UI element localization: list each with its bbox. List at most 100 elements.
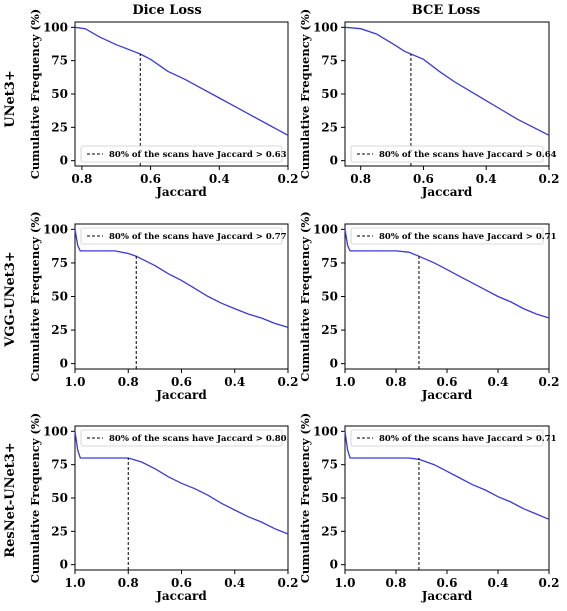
chart-2-x-axis-label: Jaccard [421, 185, 473, 199]
chart-2-ytick-label: 0 [330, 154, 338, 168]
chart-panel-3: 0 25 50 75 100 1.0 0.8 0.6 0.4 0.2 Jaccard Cumulati… [28, 211, 298, 402]
chart-6-xtick-label: 0.6 [437, 576, 458, 590]
column-title-bce: BCE Loss [412, 3, 480, 18]
chart-3-xtick-label: 0.8 [118, 375, 139, 389]
chart-6-ytick-label: 0 [330, 558, 338, 572]
chart-2-ytick-label: 25 [321, 120, 338, 134]
chart-2-xtick-label: 0.4 [476, 172, 497, 186]
chart-2-ytick-label: 50 [321, 87, 338, 101]
chart-1-ytick-label: 100 [43, 20, 68, 34]
chart-1-xtick-label: 0.6 [140, 172, 161, 186]
chart-2-xtick-label: 0.6 [413, 172, 434, 186]
chart-5-ytick-label: 50 [51, 491, 68, 505]
row-label-vgg-unet3: VGG-UNet3+ [3, 251, 18, 347]
chart-1-xtick-label: 0.4 [209, 172, 230, 186]
chart-5-xtick-label: 0.2 [278, 576, 299, 590]
chart-4-xtick-label: 0.8 [386, 375, 407, 389]
chart-5-ytick-label: 25 [51, 524, 68, 538]
chart-3-legend-box [80, 227, 283, 245]
chart-4-ytick-label: 75 [321, 256, 338, 270]
chart-panel-1: 0 25 50 75 100 0.8 0.6 0.4 0.2 Jaccard Cumulative … [28, 9, 298, 199]
chart-6-legend-label: 80% of the scans have Jaccard > 0.71 [379, 434, 557, 444]
chart-4-xtick-label: 0.2 [539, 375, 560, 389]
chart-3-cumulative-curve [74, 229, 289, 329]
chart-6-xtick-label: 0.2 [539, 576, 560, 590]
chart-6-x-axis-label: Jaccard [421, 589, 473, 603]
chart-1-ytick-label: 25 [51, 120, 68, 134]
chart-2-xtick-label: 0.8 [350, 172, 371, 186]
chart-panel-5: 0 25 50 75 100 1.0 0.8 0.6 0.4 0.2 Jaccard Cumulati… [28, 413, 298, 603]
chart-4-x-axis-label: Jaccard [421, 388, 473, 402]
chart-4-xtick-label: 0.6 [437, 375, 458, 389]
chart-3-ytick-label: 100 [43, 222, 68, 236]
chart-4-ytick-label: 50 [321, 290, 338, 304]
chart-6-legend-box [350, 429, 544, 447]
column-title-dice: Dice Loss [132, 3, 201, 18]
chart-panel-4: 0 25 50 75 100 1.0 0.8 0.6 0.4 0.2 Jaccard Cumulati… [298, 211, 559, 402]
chart-4-ytick-label: 0 [330, 357, 338, 371]
chart-2-y-axis-label: Cumulative Frequency (%) [298, 9, 312, 179]
chart-5-cumulative-curve [74, 431, 289, 535]
chart-3-ytick-label: 25 [51, 323, 68, 337]
chart-2-ytick-label: 75 [321, 54, 338, 68]
chart-3-ytick-label: 50 [51, 290, 68, 304]
chart-5-legend-label: 80% of the scans have Jaccard > 0.80 [109, 434, 287, 444]
chart-3-xtick-label: 0.6 [171, 375, 192, 389]
chart-5-ytick-label: 100 [43, 424, 68, 438]
chart-4-xtick-label: 1.0 [335, 375, 356, 389]
chart-2-axes-frame [344, 21, 550, 167]
chart-4-axes-frame [344, 223, 550, 370]
chart-3-legend-label: 80% of the scans have Jaccard > 0.77 [109, 232, 287, 242]
chart-5-legend-box [80, 429, 283, 447]
chart-4-xtick-label: 0.4 [488, 375, 509, 389]
chart-1-x-axis-label: Jaccard [155, 185, 207, 199]
chart-5-ytick-label: 0 [60, 558, 68, 572]
chart-1-xtick-label: 0.8 [71, 172, 92, 186]
chart-3-ytick-label: 75 [51, 256, 68, 270]
chart-5-xtick-label: 0.6 [171, 576, 192, 590]
chart-5-xtick-label: 0.4 [224, 576, 245, 590]
chart-6-y-axis-label: Cumulative Frequency (%) [298, 413, 312, 583]
chart-1-xtick-label: 0.2 [278, 172, 299, 186]
chart-6-xtick-label: 0.4 [488, 576, 509, 590]
chart-5-x-axis-label: Jaccard [155, 589, 207, 603]
chart-panel-2: 0 25 50 75 100 0.8 0.6 0.4 0.2 Jaccard Cumulative … [298, 9, 559, 199]
chart-grid: 0 25 50 75 100 0.8 0.6 0.4 0.2 Jaccard Cumulative … [28, 9, 559, 603]
chart-6-ytick-label: 25 [321, 524, 338, 538]
row-label-resnet-unet3: ResNet-UNet3+ [3, 442, 18, 557]
chart-1-ytick-label: 0 [60, 154, 68, 168]
chart-2-legend-label: 80% of the scans have Jaccard > 0.64 [379, 150, 557, 160]
chart-2-ytick-label: 100 [313, 20, 338, 34]
chart-1-axes-frame [74, 21, 289, 167]
chart-4-legend-label: 80% of the scans have Jaccard > 0.71 [379, 232, 557, 242]
chart-5-axes-frame [74, 425, 289, 571]
chart-6-xtick-label: 1.0 [335, 576, 356, 590]
chart-6-ytick-label: 100 [313, 424, 338, 438]
chart-3-x-axis-label: Jaccard [155, 388, 207, 402]
chart-3-ytick-label: 0 [60, 357, 68, 371]
chart-5-y-axis-label: Cumulative Frequency (%) [28, 413, 42, 583]
chart-3-xtick-label: 0.2 [278, 375, 299, 389]
chart-6-xtick-label: 0.8 [386, 576, 407, 590]
chart-2-xtick-label: 0.2 [539, 172, 560, 186]
chart-4-ytick-label: 100 [313, 222, 338, 236]
chart-4-cumulative-curve [344, 229, 550, 319]
chart-6-axes-frame [344, 425, 550, 571]
chart-1-cumulative-curve [74, 26, 289, 136]
chart-3-y-axis-label: Cumulative Frequency (%) [28, 211, 42, 381]
row-label-unet3: UNet3+ [3, 70, 18, 127]
chart-1-ytick-label: 75 [51, 54, 68, 68]
chart-panel-6: 0 25 50 75 100 1.0 0.8 0.6 0.4 0.2 Jaccard Cumulati… [298, 413, 559, 603]
chart-5-ytick-label: 75 [51, 458, 68, 472]
chart-3-xtick-label: 0.4 [224, 375, 245, 389]
chart-1-y-axis-label: Cumulative Frequency (%) [28, 9, 42, 179]
chart-5-xtick-label: 0.8 [118, 576, 139, 590]
chart-6-ytick-label: 75 [321, 458, 338, 472]
chart-1-ytick-label: 50 [51, 87, 68, 101]
chart-1-legend-label: 80% of the scans have Jaccard > 0.63 [109, 150, 287, 160]
chart-6-cumulative-curve [344, 431, 550, 520]
chart-3-axes-frame [74, 223, 289, 370]
chart-2-legend-box [350, 145, 544, 163]
chart-4-y-axis-label: Cumulative Frequency (%) [298, 211, 312, 381]
